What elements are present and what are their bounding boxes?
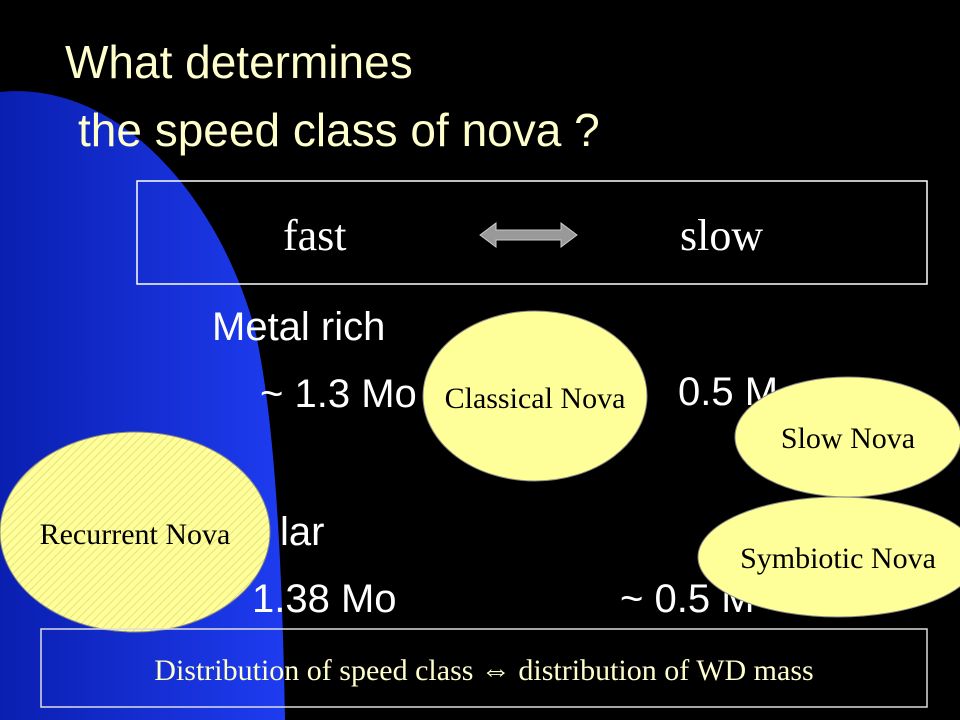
body-text: 1.38 Mo xyxy=(252,577,397,621)
body-text: Metal rich xyxy=(212,305,385,349)
double-arrow xyxy=(479,222,578,248)
body-text: lar xyxy=(280,510,324,554)
speed-box xyxy=(136,180,928,285)
ellipse-label: Slow Nova xyxy=(781,422,915,455)
ellipse xyxy=(422,310,648,482)
footer-box xyxy=(40,628,928,708)
title-line: What determines xyxy=(65,36,413,88)
body-text: ~ 1.3 Mo xyxy=(260,372,417,416)
ellipse-label: Recurrent Nova xyxy=(40,518,231,551)
ellipse-label: Symbiotic Nova xyxy=(740,542,936,575)
speed-label: fast xyxy=(283,211,347,260)
footer-text: Distribution of speed class ⇔ distributi… xyxy=(154,654,813,687)
speed-label: slow xyxy=(680,211,763,260)
ellipse xyxy=(697,496,960,618)
title-line: the speed class of nova ? xyxy=(78,104,600,156)
ellipse xyxy=(0,431,271,633)
ellipse-label: Classical Nova xyxy=(445,382,626,415)
